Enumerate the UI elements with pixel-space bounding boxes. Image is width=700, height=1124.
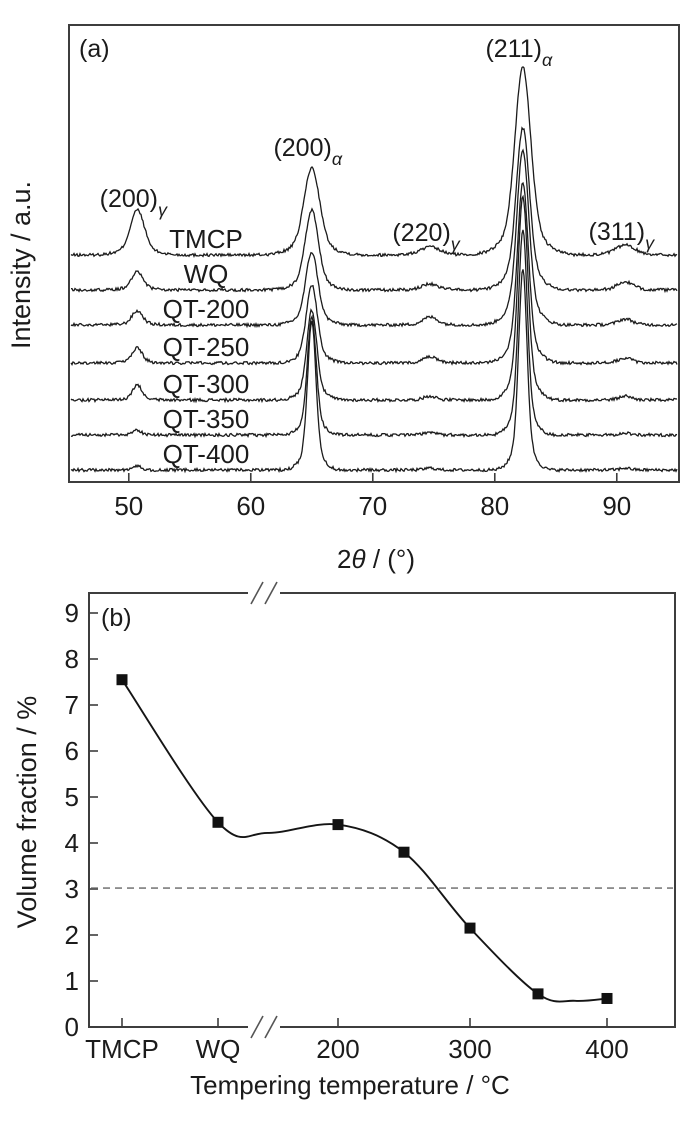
axis-break-slash bbox=[264, 581, 278, 605]
xrd-series-label-QT-400: QT-400 bbox=[163, 439, 250, 469]
panel-a-xtick-label: 60 bbox=[236, 491, 265, 521]
panel-b-plot-border bbox=[88, 592, 676, 1028]
panel-b-ytick-label: 3 bbox=[65, 874, 79, 904]
xrd-series-label-WQ: WQ bbox=[184, 259, 229, 289]
volume-fraction-curve bbox=[121, 679, 608, 1003]
peak-annotation: (200)γ bbox=[100, 185, 168, 220]
panel-b-xtick-label: 200 bbox=[316, 1034, 359, 1064]
data-point-400 bbox=[601, 992, 613, 1004]
xrd-series-label-QT-300: QT-300 bbox=[163, 369, 250, 399]
data-point-350 bbox=[532, 988, 544, 1000]
panel-b-ytick-label: 7 bbox=[65, 690, 79, 720]
panel-b-ytick-label: 8 bbox=[65, 644, 79, 674]
peak-annotation: (211)α bbox=[485, 35, 553, 70]
panel-b-ytick-label: 0 bbox=[65, 1012, 79, 1042]
panel-b-volume-fraction-chart: 0 1 2 3 4 5 6 7 8 9 TMCP WQ 200 300 400 Volume fraction… bbox=[12, 581, 676, 1100]
axis-break-gap bbox=[248, 585, 280, 601]
xrd-curve-QT-300 bbox=[70, 194, 678, 404]
panel-a-xtick-label: 50 bbox=[114, 491, 143, 521]
panel-b-ytick-label: 9 bbox=[65, 598, 79, 628]
panel-b-xtick-label: 300 bbox=[448, 1034, 491, 1064]
xrd-curve-WQ bbox=[71, 126, 678, 294]
data-point-250 bbox=[398, 846, 410, 858]
panel-a-xrd-chart: 50 60 70 80 90 2θ / (°) Intensity / a.u. (a) TMC… bbox=[6, 24, 680, 574]
panel-a-yaxis-title: Intensity / a.u. bbox=[6, 181, 36, 349]
panel-a-xaxis-title: 2θ / (°) bbox=[337, 544, 415, 574]
xrd-curve-TMCP bbox=[70, 66, 678, 259]
panel-b-xtick-label: 400 bbox=[585, 1034, 628, 1064]
xrd-series-label-QT-350: QT-350 bbox=[163, 404, 250, 434]
peak-annotation: (220)γ bbox=[392, 219, 460, 254]
panel-b-ytick-label: 5 bbox=[65, 782, 79, 812]
xrd-curve-QT-400 bbox=[70, 269, 678, 474]
panel-b-ytick-label: 6 bbox=[65, 736, 79, 766]
data-point-TMCP bbox=[116, 674, 128, 686]
data-point-200 bbox=[332, 819, 344, 831]
panel-b-yaxis-title: Volume fraction / % bbox=[12, 696, 42, 929]
axis-break-slash bbox=[264, 1015, 278, 1039]
xrd-curve-QT-200 bbox=[70, 148, 678, 329]
panel-b-ytick-label: 2 bbox=[65, 920, 79, 950]
axis-break-slash bbox=[250, 1015, 264, 1039]
data-point-WQ bbox=[212, 816, 224, 828]
panel-a-plot-border bbox=[68, 24, 680, 483]
xrd-series-label-TMCP: TMCP bbox=[169, 224, 243, 254]
panel-b-xaxis-title: Tempering temperature / °C bbox=[190, 1070, 510, 1100]
panel-b-label: (b) bbox=[101, 604, 132, 632]
xrd-series-label-QT-200: QT-200 bbox=[163, 294, 250, 324]
xrd-series-label-QT-250: QT-250 bbox=[163, 332, 250, 362]
panel-b-ytick-label: 4 bbox=[65, 828, 79, 858]
panel-a-xtick-label: 70 bbox=[358, 491, 387, 521]
xrd-curve-QT-350 bbox=[70, 229, 678, 439]
panel-a-xtick-label: 90 bbox=[602, 491, 631, 521]
data-point-300 bbox=[464, 922, 476, 934]
xrd-curve-QT-250 bbox=[70, 181, 678, 366]
peak-annotation: (200)α bbox=[273, 134, 342, 169]
peak-annotation: (311)γ bbox=[589, 218, 656, 253]
panel-b-ytick-label: 1 bbox=[65, 966, 79, 996]
panel-a-label: (a) bbox=[79, 35, 110, 63]
axis-break-gap bbox=[248, 1019, 280, 1035]
panel-b-xtick-label: TMCP bbox=[85, 1034, 159, 1064]
panel-a-xtick-label: 80 bbox=[480, 491, 509, 521]
axis-break-slash bbox=[250, 581, 264, 605]
panel-b-xtick-label: WQ bbox=[196, 1034, 241, 1064]
